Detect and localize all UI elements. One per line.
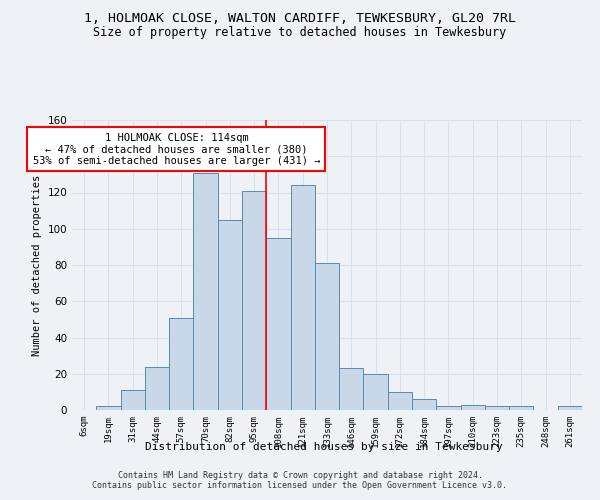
Bar (509, 406, 533, 410)
Bar (266, 238, 290, 410)
Text: Contains HM Land Registry data © Crown copyright and database right 2024.
Contai: Contains HM Land Registry data © Crown c… (92, 470, 508, 490)
Bar (485, 406, 509, 410)
Bar (242, 190, 266, 410)
Bar (145, 366, 169, 410)
Bar (388, 392, 412, 410)
Bar (412, 399, 436, 410)
Bar (315, 263, 339, 410)
Bar (193, 172, 218, 410)
Bar (290, 185, 315, 410)
Bar (96, 406, 121, 410)
Bar (169, 318, 193, 410)
Bar (218, 220, 242, 410)
Bar (364, 374, 388, 410)
Text: Size of property relative to detached houses in Tewkesbury: Size of property relative to detached ho… (94, 26, 506, 39)
Bar (339, 368, 364, 410)
Bar (558, 406, 582, 410)
Bar (121, 390, 145, 410)
Text: 1, HOLMOAK CLOSE, WALTON CARDIFF, TEWKESBURY, GL20 7RL: 1, HOLMOAK CLOSE, WALTON CARDIFF, TEWKES… (84, 12, 516, 26)
Bar (436, 406, 461, 410)
Text: Distribution of detached houses by size in Tewkesbury: Distribution of detached houses by size … (145, 442, 503, 452)
Text: 1 HOLMOAK CLOSE: 114sqm
← 47% of detached houses are smaller (380)
53% of semi-d: 1 HOLMOAK CLOSE: 114sqm ← 47% of detache… (32, 132, 320, 166)
Y-axis label: Number of detached properties: Number of detached properties (32, 174, 42, 356)
Bar (461, 404, 485, 410)
